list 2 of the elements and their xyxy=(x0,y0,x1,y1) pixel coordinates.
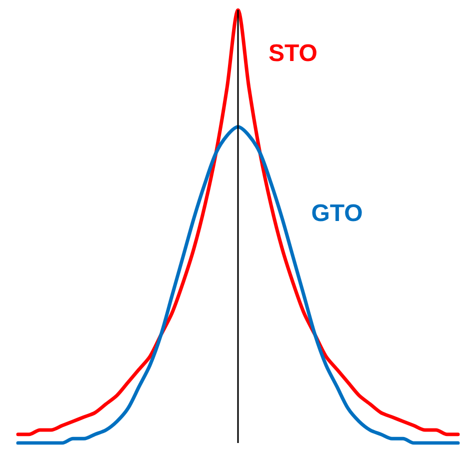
series-label: GTO xyxy=(311,200,363,228)
series-label: STO xyxy=(268,40,318,67)
